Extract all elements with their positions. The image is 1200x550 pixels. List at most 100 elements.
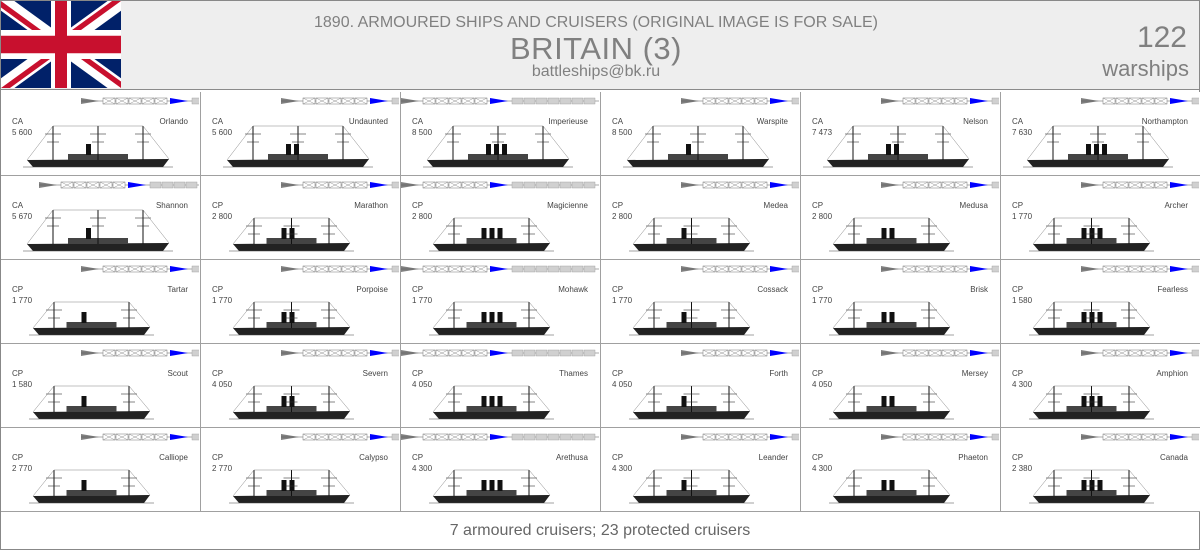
ship-silhouette-icon [29, 458, 154, 511]
ship-type: CP [812, 453, 824, 462]
scale-bar [401, 178, 599, 196]
scale-bar [401, 346, 599, 364]
ship-type: CA [412, 117, 424, 126]
ship-displacement: 4 050 [612, 380, 633, 389]
scale-bar [281, 178, 400, 196]
ship-card: CP 1 770 Mohawk [401, 260, 601, 344]
warship-count: 122 [1136, 21, 1187, 54]
ship-silhouette-icon [629, 374, 754, 427]
ship-displacement: 4 300 [612, 464, 633, 473]
ship-name: Canada [1159, 453, 1188, 462]
scale-bar [401, 430, 599, 448]
ship-silhouette-icon [429, 290, 554, 343]
ship-type: CA [12, 117, 24, 126]
scale-bar [881, 178, 1000, 196]
ship-card: CA 5 670 Shannon [1, 176, 201, 260]
scale-bar [81, 94, 200, 112]
ship-displacement: 7 630 [1012, 128, 1033, 137]
ship-name: Imperieuse [548, 117, 588, 126]
ship-silhouette-icon [29, 374, 154, 427]
scale-bar [681, 178, 800, 196]
ship-displacement: 4 050 [412, 380, 433, 389]
ship-displacement: 2 770 [212, 464, 233, 473]
ship-card: CP 1 580 Fearless [1001, 260, 1200, 344]
ship-displacement: 5 600 [12, 128, 33, 137]
ship-type: CA [12, 201, 24, 210]
ship-silhouette-icon [629, 206, 754, 259]
ship-displacement: 8 500 [612, 128, 633, 137]
scale-bar [881, 94, 1000, 112]
ship-name: Thames [559, 369, 588, 378]
ship-type: CP [412, 285, 424, 294]
scale-bar [1081, 262, 1200, 280]
scale-bar [881, 262, 1000, 280]
ship-name: Archer [1164, 201, 1188, 210]
ship-card: CP 1 770 Cossack [601, 260, 801, 344]
ship-silhouette-icon [829, 206, 954, 259]
ship-card: CP 2 380 Canada [1001, 428, 1200, 512]
scale-bar [881, 430, 1000, 448]
ship-displacement: 2 380 [1012, 464, 1033, 473]
ship-name: Scout [167, 369, 188, 378]
ship-card: CP 1 770 Archer [1001, 176, 1200, 260]
ship-silhouette-icon [229, 206, 354, 259]
ship-name: Undaunted [348, 117, 388, 126]
ship-type: CA [612, 117, 624, 126]
ship-displacement: 1 580 [12, 380, 33, 389]
ship-card: CP 1 770 Brisk [801, 260, 1001, 344]
ship-card: CP 1 770 Tartar [1, 260, 201, 344]
ship-name: Leander [758, 453, 788, 462]
ship-type: CP [412, 453, 424, 462]
ship-silhouette-icon [829, 458, 954, 511]
ship-displacement: 2 800 [812, 212, 833, 221]
ship-card: CA 5 600 Undaunted [201, 92, 401, 176]
ship-type: CP [412, 369, 424, 378]
ship-displacement: 2 800 [412, 212, 433, 221]
ship-name: Nelson [963, 117, 988, 126]
ship-name: Shannon [155, 201, 188, 210]
ship-displacement: 2 770 [12, 464, 33, 473]
ship-silhouette-icon [223, 122, 373, 175]
ship-displacement: 8 500 [412, 128, 433, 137]
scale-bar [881, 346, 1000, 364]
ship-card: CA 8 500 Warspite [601, 92, 801, 176]
ship-name: Warspite [756, 117, 788, 126]
ship-name: Arethusa [555, 453, 588, 462]
poster-subtitle: 1890. ARMOURED SHIPS AND CRUISERS (ORIGI… [314, 14, 878, 31]
ship-displacement: 2 800 [612, 212, 633, 221]
ship-silhouette-icon [1029, 458, 1154, 511]
ship-name: Medea [763, 201, 788, 210]
ship-displacement: 4 050 [212, 380, 233, 389]
ship-name: Fearless [1157, 285, 1188, 294]
ship-name: Brisk [970, 285, 988, 294]
ship-card: CP 2 800 Marathon [201, 176, 401, 260]
ship-card: CP 2 800 Medusa [801, 176, 1001, 260]
warship-count-label: warships [1102, 56, 1189, 81]
ship-card: CA 7 630 Northampton [1001, 92, 1200, 176]
ship-type: CA [1012, 117, 1024, 126]
ship-type: CP [612, 369, 624, 378]
ship-silhouette-icon [423, 122, 573, 175]
ship-silhouette-icon [1029, 290, 1154, 343]
ship-silhouette-icon [823, 122, 973, 175]
ship-name: Magicienne [547, 201, 588, 210]
ship-displacement: 4 300 [412, 464, 433, 473]
scale-bar [281, 262, 400, 280]
ship-card: CP 4 050 Severn [201, 344, 401, 428]
ship-type: CA [212, 117, 224, 126]
ship-silhouette-icon [29, 290, 154, 343]
scale-bar [681, 346, 800, 364]
country-title: BRITAIN (3) [510, 31, 682, 66]
ship-displacement: 2 800 [212, 212, 233, 221]
ship-silhouette-icon [623, 122, 773, 175]
ship-name: Cossack [757, 285, 788, 294]
scale-bar [281, 430, 400, 448]
ship-card: CP 4 300 Arethusa [401, 428, 601, 512]
ship-card: CP 2 770 Calliope [1, 428, 201, 512]
ship-type: CP [12, 369, 24, 378]
ship-silhouette-icon [629, 290, 754, 343]
ship-silhouette-icon [429, 374, 554, 427]
ship-displacement: 1 770 [1012, 212, 1033, 221]
ship-type: CP [1012, 285, 1024, 294]
scale-bar [281, 94, 400, 112]
